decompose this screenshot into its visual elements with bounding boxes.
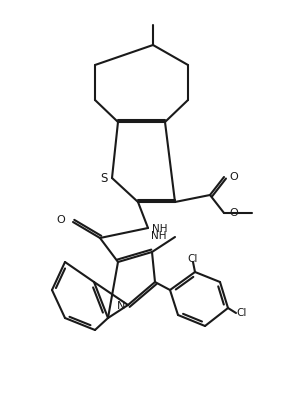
- Text: N: N: [117, 301, 125, 311]
- Text: O: O: [229, 208, 238, 218]
- Text: O: O: [56, 215, 65, 225]
- Text: NH: NH: [152, 224, 168, 234]
- Text: S: S: [100, 173, 108, 186]
- Text: NH: NH: [151, 231, 166, 241]
- Text: Cl: Cl: [188, 254, 198, 264]
- Text: O: O: [229, 172, 238, 182]
- Text: Cl: Cl: [236, 308, 246, 318]
